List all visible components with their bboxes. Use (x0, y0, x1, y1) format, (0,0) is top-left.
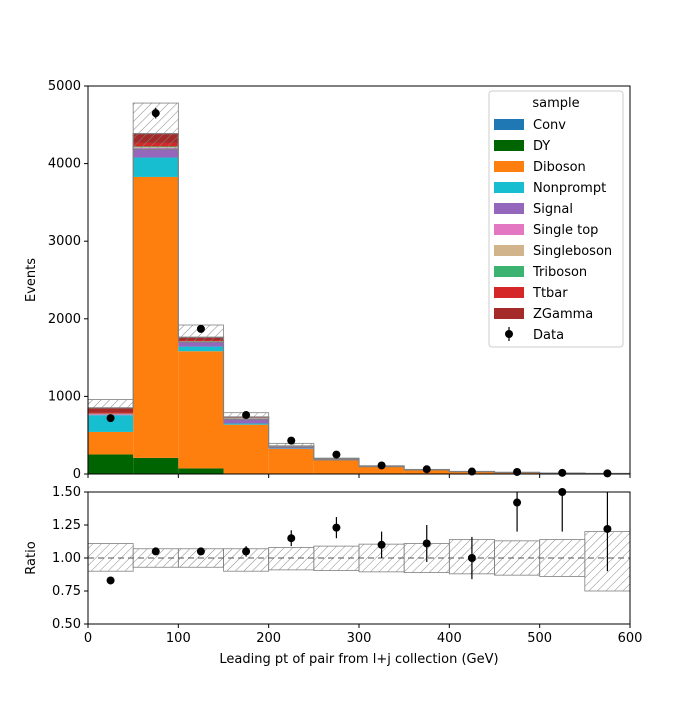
legend-label-single-top: Single top (533, 223, 598, 238)
data-point (332, 451, 340, 459)
x-axis-label: Leading pt of pair from l+j collection (… (219, 652, 498, 667)
ratio-point (603, 525, 611, 533)
x-tick-label: 300 (347, 631, 372, 646)
data-point (197, 325, 205, 333)
legend-label-diboson: Diboson (533, 160, 586, 175)
legend-swatch-conv (494, 119, 524, 130)
legend-swatch-single-top (494, 224, 524, 235)
data-point (242, 411, 250, 419)
legend-label-zgamma: ZGamma (533, 307, 593, 322)
ratio-y-tick-label: 1.00 (52, 551, 81, 566)
bar-diboson (178, 351, 223, 468)
ratio-point (468, 554, 476, 562)
bar-diboson (314, 460, 359, 474)
x-tick-label: 500 (527, 631, 552, 646)
mc-uncertainty-bin (88, 400, 133, 409)
ratio-point (378, 541, 386, 549)
ratio-x-ticks: 0 100 200 300 400 500 600 (84, 624, 643, 646)
main-y-ticks: 0 1000 2000 3000 4000 5000 (48, 79, 88, 482)
bar-nonprompt (224, 423, 269, 424)
legend-swatch-diboson (494, 161, 524, 172)
x-tick-label: 400 (437, 631, 462, 646)
main-y-tick-label: 4000 (48, 157, 81, 172)
main-y-tick-label: 2000 (48, 312, 81, 327)
legend-label-singleboson: Singleboson (533, 244, 612, 259)
bar-diboson (133, 177, 178, 458)
bar-zgamma (88, 408, 133, 413)
legend-label-signal: Signal (533, 202, 573, 217)
ratio-point (513, 499, 521, 507)
x-tick-label: 0 (84, 631, 92, 646)
ratio-y-tick-label: 1.25 (52, 518, 81, 533)
data-point (513, 468, 521, 476)
data-point (152, 109, 160, 117)
legend-swatch-singleboson (494, 245, 524, 256)
ratio-uncertainty-band (88, 532, 630, 591)
ratio-point (152, 547, 160, 555)
legend-swatch-nonprompt (494, 182, 524, 193)
data-point (378, 461, 386, 469)
ratio-point (197, 547, 205, 555)
ratio-point (423, 539, 431, 547)
data-point (423, 465, 431, 473)
legend-label-data: Data (533, 328, 564, 343)
ratio-y-ticks: 0.50 0.75 1.00 1.25 1.50 (52, 485, 88, 632)
ratio-point (332, 524, 340, 532)
data-point (287, 437, 295, 445)
ratio-point (242, 547, 250, 555)
bar-nonprompt (178, 347, 223, 352)
legend-swatch-zgamma (494, 308, 524, 319)
data-point (558, 469, 566, 477)
bar-signal (178, 342, 223, 346)
bar-nonprompt (133, 158, 178, 177)
ratio-y-tick-label: 1.50 (52, 485, 81, 500)
bar-diboson (88, 432, 133, 455)
ratio-y-tick-label: 0.75 (52, 584, 81, 599)
ratio-y-axis-label: Ratio (24, 541, 39, 574)
x-tick-label: 600 (618, 631, 643, 646)
bar-dy (88, 454, 133, 473)
bar-diboson (269, 449, 314, 474)
legend-label-ttbar: Ttbar (532, 286, 568, 301)
x-tick-label: 200 (256, 631, 281, 646)
main-y-tick-label: 1000 (48, 389, 81, 404)
data-point (107, 414, 115, 422)
main-y-tick-label: 0 (73, 467, 81, 482)
legend-label-nonprompt: Nonprompt (533, 181, 606, 196)
legend-swatch-signal (494, 203, 524, 214)
ratio-y-tick-label: 0.50 (52, 617, 81, 632)
ratio-point (107, 576, 115, 584)
ratio-point (287, 534, 295, 542)
legend-swatch-ttbar (494, 287, 524, 298)
main-y-axis-label: Events (24, 258, 39, 302)
legend-title: sample (532, 96, 579, 111)
ratio-uncertainty-bin (269, 547, 314, 569)
legend-swatch-dy (494, 140, 524, 151)
legend-data-marker (505, 330, 513, 338)
data-point (603, 469, 611, 477)
legend-label-dy: DY (533, 139, 550, 154)
bar-dy (178, 468, 223, 473)
main-y-tick-label: 3000 (48, 234, 81, 249)
ratio-uncertainty-bin (88, 543, 133, 571)
bar-ttbar (88, 412, 133, 413)
bar-diboson (224, 425, 269, 474)
legend-label-triboson: Triboson (532, 265, 587, 280)
x-tick-label: 100 (166, 631, 191, 646)
ratio-panel: 0.50 0.75 1.00 1.25 1.50 0 100 200 300 400 500 600… (24, 485, 642, 667)
main-x-ticks (88, 474, 630, 478)
legend: sample Conv DY Diboson Nonprompt Signal Singl… (489, 91, 623, 347)
legend-swatch-triboson (494, 266, 524, 277)
legend-label-conv: Conv (533, 118, 566, 133)
bar-dy (133, 458, 178, 474)
main-y-tick-label: 5000 (48, 79, 81, 94)
